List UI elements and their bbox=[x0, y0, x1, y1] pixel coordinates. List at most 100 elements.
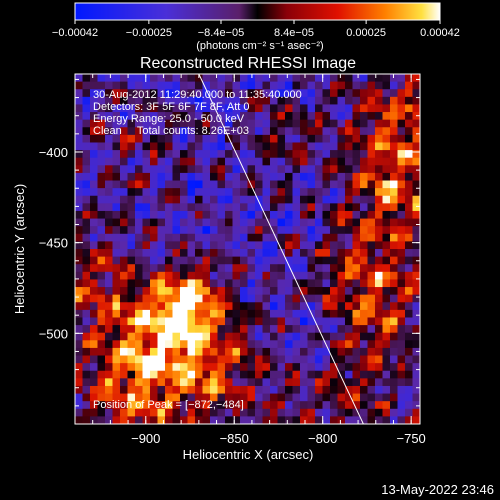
heatmap-cell bbox=[262, 317, 271, 326]
heatmap-cell bbox=[382, 271, 391, 281]
heatmap-cell bbox=[300, 150, 309, 159]
heatmap-cell bbox=[120, 112, 129, 121]
heatmap-cell bbox=[202, 325, 211, 334]
heatmap-cell bbox=[292, 150, 301, 159]
heatmap-cell bbox=[240, 279, 249, 288]
heatmap-cell bbox=[90, 416, 99, 424]
heatmap-cell bbox=[285, 165, 294, 174]
heatmap-cell bbox=[405, 378, 414, 387]
heatmap-cell bbox=[105, 96, 114, 106]
heatmap-cell bbox=[225, 241, 234, 250]
heatmap-cell bbox=[292, 127, 301, 136]
heatmap-cell bbox=[90, 142, 99, 151]
heatmap-cell bbox=[90, 271, 99, 281]
heatmap-cell bbox=[285, 203, 294, 212]
heatmap-cell bbox=[277, 157, 286, 166]
heatmap-cell bbox=[270, 256, 279, 265]
heatmap-cell bbox=[150, 241, 159, 250]
heatmap-cell bbox=[112, 355, 121, 364]
heatmap-cell bbox=[172, 393, 181, 402]
heatmap-cell bbox=[412, 233, 420, 242]
heatmap-cell bbox=[367, 302, 376, 311]
heatmap-cell bbox=[300, 157, 309, 166]
heatmap-cell bbox=[82, 363, 91, 372]
heatmap-cell bbox=[135, 279, 144, 288]
heatmap-cell bbox=[172, 203, 181, 212]
heatmap-cell bbox=[105, 294, 114, 303]
heatmap-cell bbox=[247, 241, 256, 250]
heatmap-cell bbox=[90, 309, 99, 319]
heatmap-cell bbox=[262, 325, 271, 334]
heatmap-cell bbox=[352, 134, 361, 144]
heatmap-cell bbox=[195, 393, 204, 402]
heatmap-cell bbox=[315, 332, 324, 341]
heatmap-cell bbox=[165, 363, 174, 372]
heatmap-cell bbox=[247, 256, 256, 265]
heatmap-cell bbox=[307, 370, 316, 379]
heatmap-cell bbox=[337, 188, 346, 197]
heatmap-cell bbox=[90, 210, 99, 220]
heatmap-cell bbox=[292, 347, 301, 357]
heatmap-cell bbox=[375, 302, 384, 311]
heatmap-cell bbox=[240, 172, 249, 182]
heatmap-cell bbox=[210, 165, 219, 174]
heatmap-cell bbox=[360, 74, 369, 83]
heatmap-cell bbox=[382, 195, 391, 204]
heatmap-cell bbox=[127, 104, 136, 113]
heatmap-cell bbox=[270, 89, 279, 98]
heatmap-cell bbox=[195, 302, 204, 311]
heatmap-cell bbox=[217, 241, 226, 250]
heatmap-cell bbox=[255, 408, 264, 417]
heatmap-cell bbox=[307, 279, 316, 288]
heatmap-cell bbox=[202, 370, 211, 379]
heatmap-cell bbox=[187, 378, 196, 387]
heatmap-cell bbox=[345, 74, 354, 83]
heatmap-cell bbox=[157, 134, 166, 144]
heatmap-cell bbox=[187, 157, 196, 166]
heatmap-cell bbox=[112, 233, 121, 242]
heatmap-cell bbox=[120, 370, 129, 379]
heatmap-cell bbox=[97, 119, 106, 128]
heatmap-cell bbox=[277, 325, 286, 334]
heatmap-cell bbox=[240, 309, 249, 319]
heatmap-cell bbox=[337, 302, 346, 311]
heatmap-cell bbox=[330, 385, 339, 395]
heatmap-cell bbox=[277, 81, 286, 90]
heatmap-cell bbox=[277, 355, 286, 364]
heatmap-cell bbox=[150, 287, 159, 296]
heatmap-cell bbox=[105, 332, 114, 341]
heatmap-cell bbox=[397, 302, 406, 311]
heatmap-cell bbox=[315, 74, 324, 83]
heatmap-cell bbox=[322, 180, 331, 189]
heatmap-cell bbox=[210, 355, 219, 364]
heatmap-cell bbox=[375, 401, 384, 410]
heatmap-cell bbox=[292, 172, 301, 182]
heatmap-cell bbox=[307, 340, 316, 349]
heatmap-cell bbox=[390, 363, 399, 372]
heatmap-cell bbox=[135, 294, 144, 303]
heatmap-cell bbox=[315, 96, 324, 106]
heatmap-cell bbox=[330, 363, 339, 372]
heatmap-cell bbox=[345, 172, 354, 182]
heatmap-cell bbox=[285, 309, 294, 319]
heatmap-cell bbox=[345, 279, 354, 288]
heatmap-cell bbox=[285, 142, 294, 151]
heatmap-cell bbox=[240, 370, 249, 379]
heatmap-cell bbox=[382, 81, 391, 90]
heatmap-cell bbox=[360, 180, 369, 189]
heatmap-cell bbox=[172, 74, 181, 83]
heatmap-cell bbox=[127, 325, 136, 334]
heatmap-cell bbox=[165, 309, 174, 319]
heatmap-cell bbox=[375, 279, 384, 288]
heatmap-cell bbox=[300, 81, 309, 90]
heatmap-cell bbox=[345, 89, 354, 98]
heatmap-cell bbox=[322, 142, 331, 151]
heatmap-cell bbox=[345, 287, 354, 296]
heatmap-cell bbox=[195, 332, 204, 341]
heatmap-cell bbox=[240, 401, 249, 410]
heatmap-cell bbox=[187, 119, 196, 128]
heatmap-cell bbox=[337, 393, 346, 402]
heatmap-cell bbox=[262, 150, 271, 159]
heatmap-cell bbox=[262, 226, 271, 235]
heatmap-cell bbox=[337, 112, 346, 121]
